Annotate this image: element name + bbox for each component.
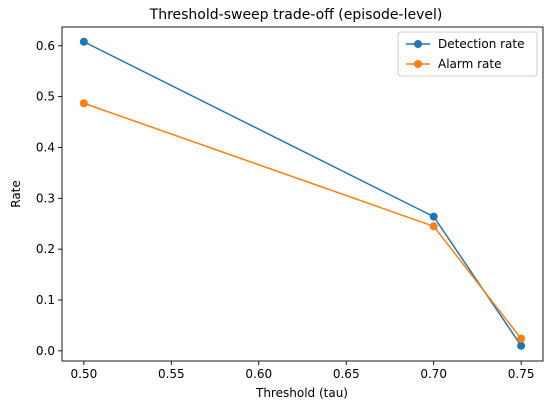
legend-marker-1 <box>414 40 422 48</box>
x-tick-label: 0.65 <box>333 367 360 381</box>
legend-label-2: Alarm rate <box>438 57 502 71</box>
data-point-series-2 <box>79 99 88 108</box>
legend: Detection rate Alarm rate <box>397 31 538 77</box>
axes: 0.50 0.55 0.60 0.65 0.70 0.75 0.0 0.1 0.2 0.3 0.4 0… <box>36 39 535 381</box>
legend-label-1: Detection rate <box>438 37 524 51</box>
y-axis-label: Rate <box>9 180 23 208</box>
y-tick-label: 0.3 <box>36 191 55 205</box>
chart-title: Threshold-sweep trade-off (episode-level… <box>149 7 443 23</box>
x-tick-label: 0.60 <box>245 367 272 381</box>
y-tick-label: 0.1 <box>36 293 55 307</box>
data-point-series-2 <box>429 222 438 231</box>
x-tick-label: 0.50 <box>71 367 98 381</box>
data-point-series-1 <box>517 341 526 350</box>
y-tick-label: 0.5 <box>36 90 55 104</box>
data-point-series-1 <box>79 37 88 46</box>
data-point-series-1 <box>429 212 438 221</box>
legend-box <box>397 31 538 77</box>
series-line-1 <box>83 41 522 347</box>
x-tick-label: 0.55 <box>158 367 185 381</box>
plot-area <box>79 37 526 350</box>
plot-frame <box>61 26 544 362</box>
y-tick-label: 0.4 <box>36 140 55 154</box>
x-tick-label: 0.75 <box>508 367 535 381</box>
legend-marker-2 <box>414 60 422 68</box>
y-tick-label: 0.0 <box>36 344 55 358</box>
x-axis-label: Threshold (tau) <box>255 386 348 400</box>
y-tick-label: 0.2 <box>36 242 55 256</box>
series-line-2 <box>83 102 522 340</box>
y-tick-label: 0.6 <box>36 39 55 53</box>
data-point-series-2 <box>517 334 526 343</box>
x-tick-label: 0.70 <box>420 367 447 381</box>
